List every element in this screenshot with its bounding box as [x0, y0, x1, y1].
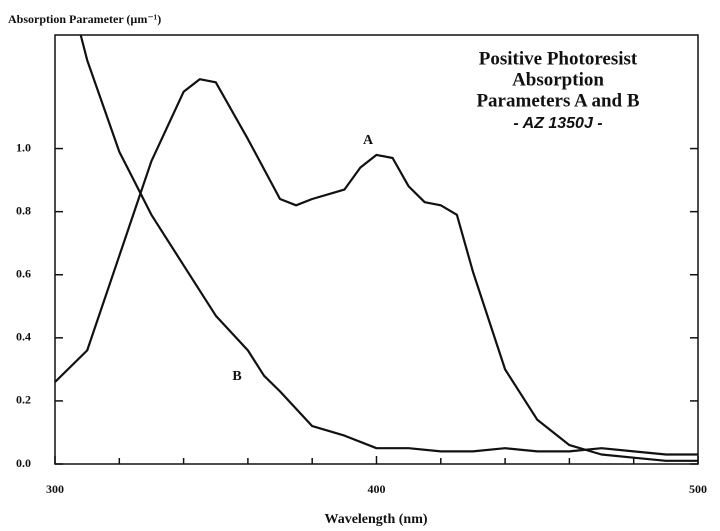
- y-axis-label: Absorption Parameter (µm⁻¹): [8, 12, 161, 26]
- y-tick-label: 1.0: [16, 140, 31, 154]
- series-label: A: [363, 133, 374, 148]
- curve: [55, 78, 698, 462]
- y-tick-label: 0.4: [16, 330, 31, 344]
- x-tick-label: 500: [689, 482, 707, 496]
- curve: [79, 35, 698, 456]
- plot-area: [55, 35, 698, 462]
- chart-title: Parameters A and B: [476, 90, 639, 111]
- y-tick-label: 0.0: [16, 456, 31, 470]
- series-label: B: [232, 369, 241, 384]
- chart-title: Absorption: [512, 69, 604, 90]
- y-tick-label: 0.8: [16, 203, 31, 217]
- x-tick-label: 300: [46, 482, 64, 496]
- y-tick-label: 0.2: [16, 393, 31, 407]
- x-axis-label: Wavelength (nm): [324, 512, 427, 527]
- x-tick-label: 400: [368, 482, 386, 496]
- chart-title: - AZ 1350J -: [513, 115, 602, 132]
- chart-title: Positive Photoresist: [479, 48, 638, 69]
- y-tick-label: 0.6: [16, 266, 31, 280]
